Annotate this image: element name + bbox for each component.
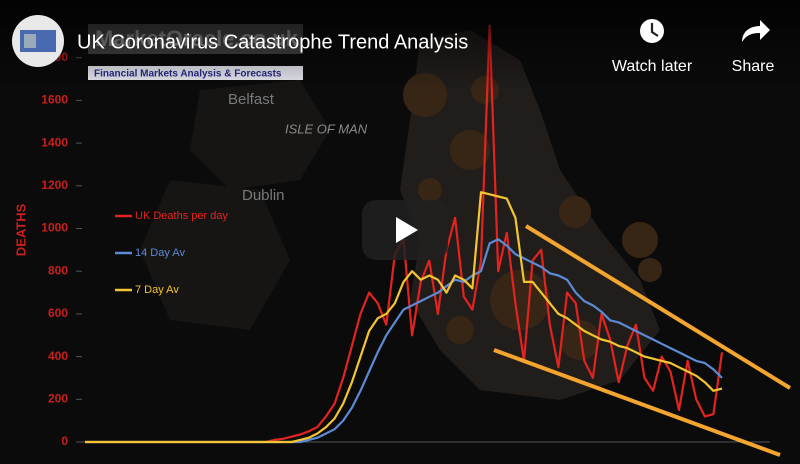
watch-later-button[interactable]: Watch later xyxy=(612,19,693,75)
share-label: Share xyxy=(732,58,775,75)
trend-line xyxy=(493,348,781,457)
legend-label: 7 Day Av xyxy=(135,284,179,296)
legend-label: UK Deaths per day xyxy=(135,210,228,222)
plot: 020040060080010001200140016001800UK Deat… xyxy=(41,24,770,448)
y-tick-label: 200 xyxy=(48,391,68,405)
y-tick-label: 400 xyxy=(48,349,68,363)
avatar-graphic xyxy=(24,34,36,48)
y-tick-label: 600 xyxy=(48,306,68,320)
play-button[interactable] xyxy=(362,200,448,260)
channel-avatar[interactable] xyxy=(12,15,64,67)
play-icon xyxy=(396,217,418,243)
y-tick-label: 800 xyxy=(48,263,68,277)
map-label: Belfast xyxy=(228,91,275,108)
map-label: Dublin xyxy=(242,187,285,204)
top-bar: UK Coronavirus Catastrophe Trend Analysi… xyxy=(12,15,775,75)
map-label: ISLE OF MAN xyxy=(285,121,368,136)
y-tick-label: 0 xyxy=(61,434,68,448)
series-line xyxy=(85,191,723,444)
video-title[interactable]: UK Coronavirus Catastrophe Trend Analysi… xyxy=(77,31,468,53)
clock-hands xyxy=(650,23,659,37)
watch-later-label: Watch later xyxy=(612,58,693,75)
y-tick-label: 1000 xyxy=(41,221,68,235)
share-icon xyxy=(742,20,770,42)
y-tick-label: 1200 xyxy=(41,178,68,192)
y-axis-label: DEATHS xyxy=(13,203,28,256)
share-button[interactable]: Share xyxy=(732,20,775,75)
y-tick-label: 1600 xyxy=(41,93,68,107)
legend-label: 14 Day Av xyxy=(135,247,185,259)
trend-line xyxy=(524,224,792,390)
y-tick-label: 1400 xyxy=(41,135,68,149)
